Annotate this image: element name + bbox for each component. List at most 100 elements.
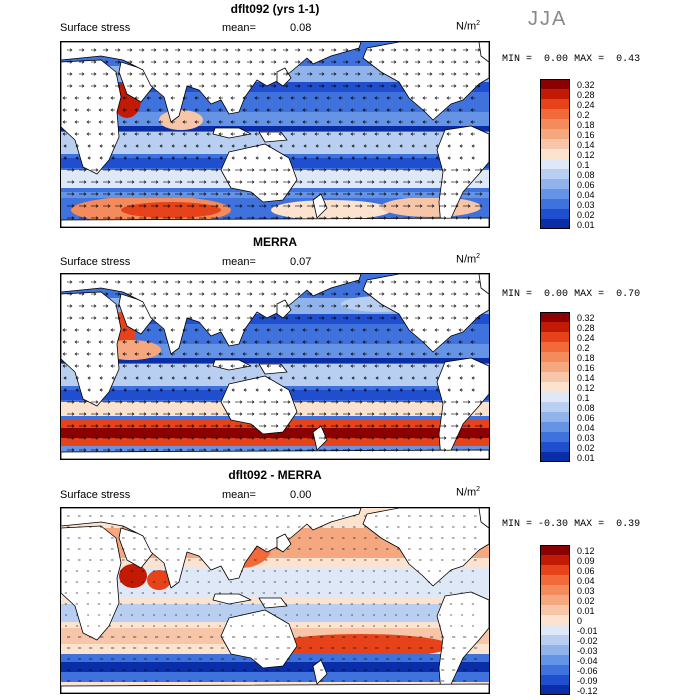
colorbar-tick-label: 0.03 xyxy=(577,433,595,443)
field-monsoon xyxy=(159,110,203,130)
colorbar-tick-label: 0.16 xyxy=(577,363,595,373)
panel-2-map xyxy=(60,273,490,460)
colorbar-tick-label: 0.24 xyxy=(577,100,595,110)
colorbar-tick-label: 0.2 xyxy=(577,343,590,353)
colorbar-frame xyxy=(540,545,570,695)
panel-2-mean-value: 0.07 xyxy=(290,256,312,268)
colorbar-tick-label: 0.18 xyxy=(577,353,595,363)
coastline-greenland xyxy=(478,42,489,63)
panel-3-mean-value: 0.00 xyxy=(290,489,312,501)
panel-3-units: N/m2 xyxy=(456,486,481,499)
colorbar-tick-label: 0.12 xyxy=(577,150,595,160)
colorbar-tick-label: 0.12 xyxy=(577,546,595,556)
coastline-australia xyxy=(220,143,298,203)
colorbar-tick-label: 0.18 xyxy=(577,120,595,130)
panel-2-mean-label: mean= xyxy=(222,256,256,268)
colorbar-tick-label: 0.24 xyxy=(577,333,595,343)
coastline-japan xyxy=(276,533,292,553)
colorbar-frame xyxy=(540,79,570,229)
coastline-antarctica xyxy=(61,683,489,693)
colorbar-tick-label: 0.03 xyxy=(577,586,595,596)
field-equatorial xyxy=(61,344,489,358)
panel-3-title: dflt092 - MERRA xyxy=(228,468,322,482)
panel-3-field: Surface stress xyxy=(60,489,131,501)
colorbar-tick-label: 0.2 xyxy=(577,110,590,120)
panel-1-minmax: MIN = 0.00 MAX = 0.43 xyxy=(502,54,641,65)
season-label: JJA xyxy=(528,8,568,30)
colorbar-tick-label: 0.06 xyxy=(577,180,595,190)
colorbar-tick-label: 0.08 xyxy=(577,403,595,413)
land-group xyxy=(61,508,489,693)
coastline-antarctica xyxy=(61,449,489,459)
panel-3-minmax: MIN = -0.30 MAX = 0.39 xyxy=(502,519,641,530)
colorbar-tick-label: 0.32 xyxy=(577,313,595,323)
colorbar-tick-label: 0.04 xyxy=(577,576,595,586)
colorbar-tick-label: 0.09 xyxy=(577,556,595,566)
panel-3-mean-label: mean= xyxy=(222,489,256,501)
colorbar-tick-label: 0.28 xyxy=(577,90,595,100)
field-doldrums xyxy=(61,126,489,131)
coastline-australia xyxy=(220,375,298,435)
coastline-japan xyxy=(276,299,292,319)
coastline-antarctica xyxy=(61,217,489,227)
colorbar-tick-label: -0.03 xyxy=(577,646,598,656)
wind-vectors xyxy=(62,48,483,220)
colorbar-tick-label: -0.01 xyxy=(577,626,598,636)
field-polar xyxy=(61,446,489,452)
colorbar-tick-label: 0.01 xyxy=(577,220,595,230)
colorbar-tick-label: 0.14 xyxy=(577,373,595,383)
coastline-africa xyxy=(61,525,122,641)
colorbar-tick-label: -0.06 xyxy=(577,666,598,676)
colorbar-tick-label: 0.32 xyxy=(577,80,595,90)
coastline-africa xyxy=(61,291,122,407)
colorbar-tick-label: 0.06 xyxy=(577,413,595,423)
colorbar-tick-label: 0.06 xyxy=(577,566,595,576)
field-south-negative xyxy=(61,604,489,622)
panel-1-mean-value: 0.08 xyxy=(290,22,312,34)
panel-2-minmax: MIN = 0.00 MAX = 0.70 xyxy=(502,289,641,300)
panel-1-units: N/m2 xyxy=(456,20,481,33)
panel-1-field: Surface stress xyxy=(60,22,131,34)
colorbar-tick-label: 0.04 xyxy=(577,423,595,433)
colorbar-tick-label: 0.03 xyxy=(577,200,595,210)
coastline-namerica xyxy=(362,274,489,353)
field-southern-jet-atlantic xyxy=(381,197,481,217)
coastline-australia xyxy=(220,609,298,669)
coastline-samerica xyxy=(436,591,489,693)
colorbar-tick-label: 0.01 xyxy=(577,606,595,616)
coastline-samerica xyxy=(436,357,489,459)
colorbar-tick-label: -0.02 xyxy=(577,636,598,646)
colorbar-tick-label: 0.16 xyxy=(577,130,595,140)
colorbar-tick-label: 0.14 xyxy=(577,140,595,150)
coastline-greenland xyxy=(478,274,489,295)
panel-2-title: MERRA xyxy=(253,235,297,249)
panel-2-field: Surface stress xyxy=(60,256,131,268)
field-arabian-positive xyxy=(119,564,147,588)
panel-1-map xyxy=(60,41,490,228)
colorbar-tick-label: 0.02 xyxy=(577,596,595,606)
field-trades-south xyxy=(61,364,489,386)
coastline-namerica xyxy=(362,42,489,121)
colorbar-tick-label: 0.28 xyxy=(577,323,595,333)
colorbar-tick-label: 0 xyxy=(577,616,583,626)
wind-vectors xyxy=(62,280,483,452)
coastline-samerica xyxy=(436,125,489,227)
panel-2-units: N/m2 xyxy=(456,253,481,266)
colorbar-tick-label: -0.04 xyxy=(577,656,598,666)
coastline-eurasia xyxy=(61,508,362,589)
colorbar-tick-label: 0.1 xyxy=(577,160,590,170)
colorbar-tick-label: -0.09 xyxy=(577,676,598,686)
colorbar-tick-label: 0.1 xyxy=(577,393,590,403)
colorbar-tick-label: 0.12 xyxy=(577,383,595,393)
colorbar-tick-label: 0.01 xyxy=(577,453,595,463)
panel-1-title: dflt092 (yrs 1-1) xyxy=(230,2,320,16)
coastline-japan xyxy=(276,67,292,87)
panel-1-mean-label: mean= xyxy=(222,22,256,34)
colorbar-frame xyxy=(540,312,570,462)
field-doldrums xyxy=(61,358,489,363)
coastline-newguinea xyxy=(258,597,288,609)
coastline-namerica xyxy=(362,508,489,587)
coastline-nz xyxy=(312,659,328,685)
colorbar-tick-label: 0.08 xyxy=(577,170,595,180)
field-bengal-positive xyxy=(147,570,171,590)
